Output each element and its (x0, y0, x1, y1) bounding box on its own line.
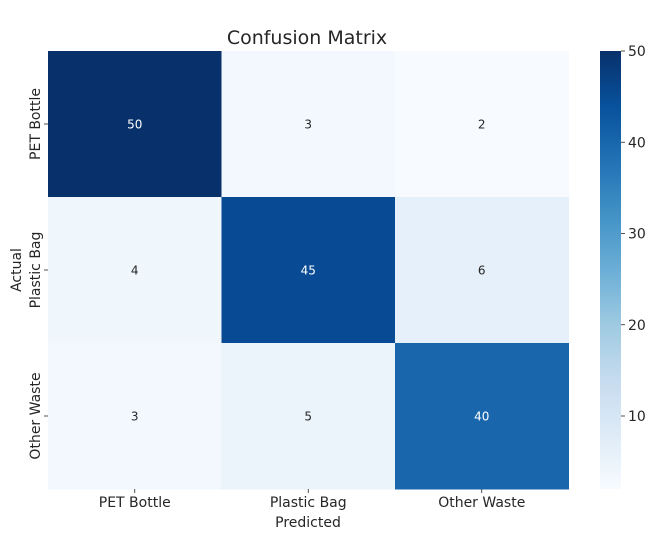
y-axis-label: Actual (9, 248, 25, 292)
chart-title: Confusion Matrix (227, 27, 387, 49)
y-axis-ticks: PET Bottle Plastic Bag Other Waste (28, 88, 48, 460)
cell-value-label: 40 (474, 410, 489, 424)
cell-value-label: 45 (301, 264, 316, 278)
heatmap-cell (48, 197, 222, 344)
x-axis-ticks: PET Bottle Plastic Bag Other Waste (99, 489, 525, 511)
colorbar-tick-label: 50 (628, 44, 646, 60)
colorbar (600, 51, 621, 489)
heatmap-cell (395, 51, 569, 198)
heatmap-cell (221, 343, 396, 490)
cell-value-label: 5 (304, 410, 312, 424)
x-tick-label: PET Bottle (99, 495, 171, 511)
cell-value-label: 3 (131, 410, 139, 424)
heatmap-cell (48, 51, 222, 198)
y-tick-label: Other Waste (28, 372, 44, 459)
cell-value-label: 3 (304, 118, 312, 132)
heatmap-cell (48, 343, 222, 490)
cell-value-label: 4 (131, 264, 139, 278)
y-tick-label: PET Bottle (28, 88, 44, 160)
cell-value-label: 2 (478, 118, 486, 132)
heatmap-cell (395, 197, 569, 344)
colorbar-tick-label: 30 (628, 227, 646, 243)
y-tick-label: Plastic Bag (28, 232, 44, 309)
heatmap-cells (48, 51, 569, 490)
cell-value-label: 50 (127, 118, 142, 132)
heatmap-annotations: 50 3 24 45 63 5 40 (127, 118, 489, 424)
colorbar-ticks: 10 20 30 40 50 (621, 44, 646, 425)
x-tick-label: Plastic Bag (270, 495, 347, 511)
colorbar-tick-label: 10 (628, 409, 646, 425)
colorbar-tick-label: 40 (628, 135, 646, 151)
cell-value-label: 6 (478, 264, 486, 278)
x-axis-label: Predicted (275, 515, 341, 531)
heatmap-cell (395, 343, 569, 490)
colorbar-tick-label: 20 (628, 318, 646, 334)
x-tick-label: Other Waste (438, 495, 525, 511)
heatmap-cell (221, 197, 396, 344)
heatmap-cell (221, 51, 396, 198)
